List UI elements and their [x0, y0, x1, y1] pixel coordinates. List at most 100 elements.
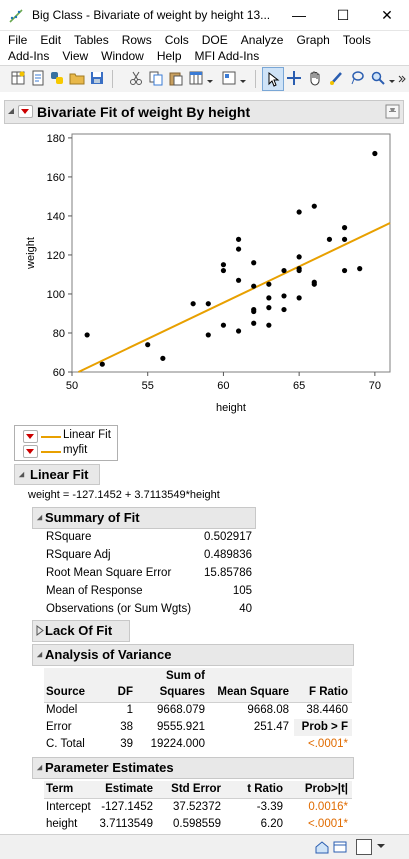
open-folder-icon[interactable] [69, 70, 85, 86]
cut-icon[interactable] [128, 70, 144, 86]
layout-icon[interactable] [221, 70, 237, 86]
data-point[interactable] [99, 361, 105, 367]
data-point[interactable] [235, 277, 242, 283]
crosshair-icon[interactable] [286, 70, 302, 86]
data-point[interactable] [220, 322, 227, 328]
selection-checkbox[interactable] [356, 839, 372, 855]
menu-rows[interactable]: Rows [121, 33, 152, 47]
data-point[interactable] [281, 293, 287, 299]
data-point[interactable] [220, 267, 227, 274]
overflow-icon[interactable] [398, 70, 406, 86]
home-icon[interactable] [314, 839, 330, 855]
data-point[interactable] [190, 301, 196, 307]
menu-window[interactable]: Window [101, 49, 144, 63]
red-triangle-menu-icon[interactable] [23, 430, 38, 443]
chevron-down-icon[interactable] [376, 841, 386, 851]
menu-doe[interactable]: DOE [201, 33, 228, 47]
data-point[interactable] [235, 236, 242, 242]
magnifier-icon[interactable] [370, 70, 386, 86]
maximize-button[interactable]: ☐ [321, 0, 365, 30]
lasso-icon[interactable] [349, 70, 365, 86]
data-point[interactable] [296, 254, 302, 260]
data-point[interactable] [235, 328, 242, 334]
data-point[interactable] [251, 283, 257, 289]
data-point[interactable] [311, 281, 317, 287]
menu-edit[interactable]: Edit [40, 33, 62, 47]
data-point[interactable] [235, 246, 242, 252]
data-point[interactable] [84, 332, 90, 338]
hand-icon[interactable] [307, 70, 323, 86]
data-point[interactable] [311, 203, 317, 209]
menu-view[interactable]: View [62, 49, 89, 63]
data-point[interactable] [205, 332, 211, 338]
copy-icon[interactable] [148, 70, 164, 86]
data-point[interactable] [281, 267, 287, 274]
data-point[interactable] [220, 262, 227, 268]
data-point[interactable] [296, 209, 302, 215]
param-term: height [46, 818, 78, 830]
python-icon[interactable] [49, 70, 65, 86]
data-point[interactable] [266, 322, 272, 328]
minimize-button[interactable]: — [277, 0, 321, 30]
brush-icon[interactable] [328, 70, 344, 86]
data-point[interactable] [251, 320, 257, 326]
data-point[interactable] [326, 236, 333, 242]
disclosure-open-icon[interactable] [35, 513, 44, 522]
data-point[interactable] [266, 281, 272, 287]
disclosure-open-icon[interactable] [35, 763, 44, 772]
chevron-down-icon[interactable] [388, 70, 396, 86]
menu-tools[interactable]: Tools [342, 33, 371, 47]
save-icon[interactable] [89, 70, 105, 86]
data-point[interactable] [251, 260, 257, 266]
paste-icon[interactable] [168, 70, 184, 86]
table-row: RSquare 0.502917 [44, 531, 256, 549]
chevron-down-icon[interactable] [239, 70, 247, 86]
data-point[interactable] [145, 342, 151, 348]
menu-analyze[interactable]: Analyze [240, 33, 284, 47]
menu-mfi-add-ins[interactable]: MFI Add-Ins [194, 49, 260, 63]
disclosure-open-icon[interactable] [17, 470, 26, 479]
column-header: Prob>|t| [304, 783, 348, 795]
new-script-icon[interactable] [30, 70, 46, 86]
menu-file[interactable]: File [8, 33, 28, 47]
close-button[interactable]: ✕ [365, 0, 409, 30]
new-data-table-icon[interactable] [10, 70, 26, 86]
menu-row-1: File Edit Tables Rows Cols DOE Analyze G… [8, 33, 384, 49]
parameter-estimates-title: Parameter Estimates [45, 760, 174, 775]
anova-ss: 19224.000 [150, 738, 205, 750]
data-point[interactable] [160, 355, 166, 361]
red-triangle-menu-icon[interactable] [18, 105, 33, 118]
data-point[interactable] [341, 236, 348, 242]
y-tick-label: 100 [47, 289, 65, 301]
data-point[interactable] [296, 295, 302, 301]
data-point[interactable] [341, 267, 348, 274]
menu-add-ins[interactable]: Add-Ins [8, 49, 50, 63]
data-point[interactable] [266, 305, 272, 311]
arrow-tool-button[interactable] [262, 67, 284, 91]
menu-help[interactable]: Help [156, 49, 182, 63]
menu-tables[interactable]: Tables [74, 33, 109, 47]
data-point[interactable] [205, 301, 211, 307]
parameter-estimates-header: Parameter Estimates [32, 757, 354, 779]
anova-title: Analysis of Variance [45, 647, 172, 662]
menu-graph[interactable]: Graph [296, 33, 330, 47]
chevron-down-icon[interactable] [206, 70, 214, 86]
menu-cols[interactable]: Cols [164, 33, 189, 47]
window-pin-icon[interactable] [385, 104, 400, 119]
data-point[interactable] [341, 225, 348, 231]
data-point[interactable] [266, 295, 272, 301]
window-list-icon[interactable] [332, 839, 348, 855]
disclosure-open-icon[interactable] [35, 650, 44, 659]
disclosure-closed-icon[interactable] [35, 625, 44, 636]
data-point[interactable] [296, 267, 302, 274]
disclosure-open-icon[interactable] [6, 106, 16, 116]
data-point[interactable] [251, 308, 257, 315]
toolbar-separator [112, 70, 113, 88]
data-point[interactable] [357, 266, 363, 272]
data-point[interactable] [281, 306, 287, 313]
data-point[interactable] [372, 150, 378, 157]
scatter-plot[interactable]: 50 55 60 65 70 60 80 100 120 140 160 180 height wei… [0, 126, 409, 416]
red-triangle-menu-icon[interactable] [23, 445, 38, 458]
data-grid-icon[interactable] [188, 70, 204, 86]
linear-fit-line[interactable] [78, 222, 391, 373]
